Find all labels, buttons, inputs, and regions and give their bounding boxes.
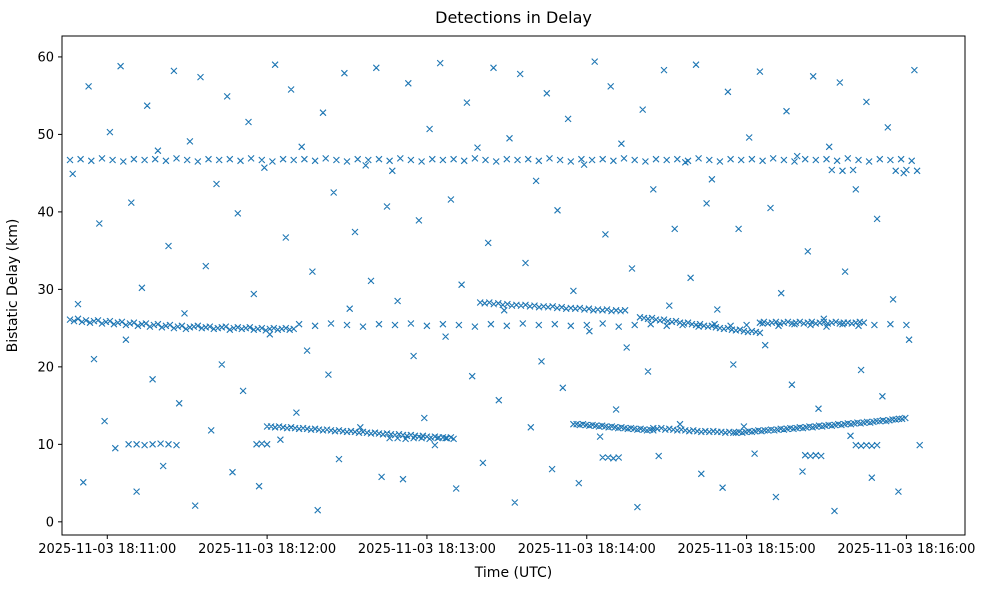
x-tick-label: 2025-11-03 18:11:00: [38, 542, 176, 557]
y-tick-label: 10: [37, 438, 54, 453]
x-axis-label: Time (UTC): [474, 565, 552, 581]
chart-title: Detections in Delay: [435, 8, 592, 27]
y-tick-label: 20: [37, 360, 54, 375]
y-axis-label: Bistatic Delay (km): [5, 219, 21, 353]
x-tick-label: 2025-11-03 18:13:00: [358, 542, 496, 557]
axes-frame: [61, 35, 966, 536]
x-tick-label: 2025-11-03 18:15:00: [678, 542, 816, 557]
y-tick-label: 30: [37, 283, 54, 298]
x-tick-label: 2025-11-03 18:14:00: [518, 542, 656, 557]
y-tick-label: 0: [46, 515, 54, 530]
y-tick-label: 50: [37, 128, 54, 143]
x-tick-label: 2025-11-03 18:16:00: [837, 542, 975, 557]
data-points: [66, 58, 924, 515]
y-tick-label: 40: [37, 205, 54, 220]
x-tick-label: 2025-11-03 18:12:00: [198, 542, 336, 557]
y-tick-label: 60: [37, 50, 54, 65]
